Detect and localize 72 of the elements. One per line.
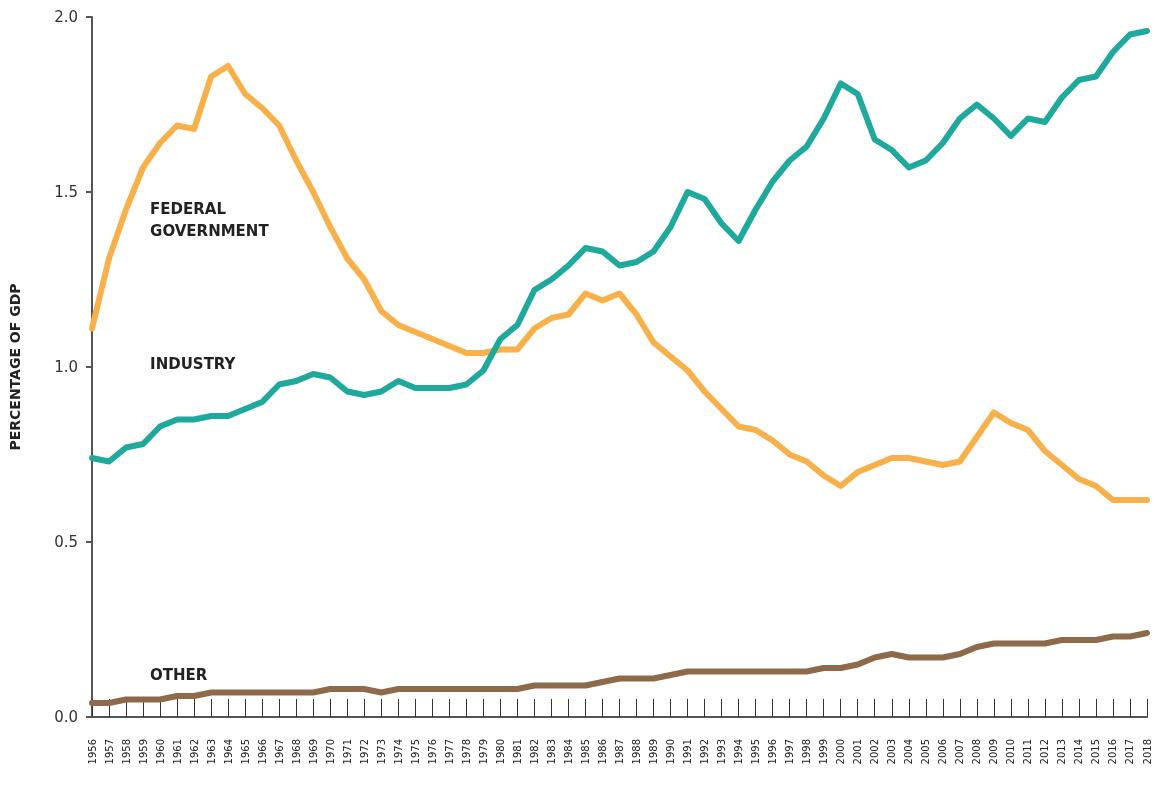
- x-tick-label: 2016: [1107, 739, 1119, 765]
- x-tick-label: 1998: [801, 739, 813, 765]
- x-tick-label: 2010: [1005, 739, 1017, 765]
- x-tick-label: 1985: [579, 739, 591, 765]
- x-tick-label: 2001: [852, 739, 864, 765]
- x-tick-label: 2003: [886, 739, 898, 765]
- x-tick-label: 1982: [528, 739, 540, 765]
- x-tick-label: 1969: [307, 739, 319, 765]
- x-tick-label: 1981: [511, 739, 523, 765]
- x-tick-label: 2018: [1141, 739, 1153, 765]
- x-tick-label: 2012: [1039, 739, 1051, 765]
- x-tick-label: 1959: [137, 739, 149, 765]
- x-tick-label: 1987: [614, 739, 625, 765]
- x-tick-label: 1983: [545, 739, 557, 765]
- x-tick-label: 2008: [971, 739, 983, 765]
- x-tick-label: 2009: [988, 739, 1000, 765]
- x-tick-label: 1964: [222, 739, 234, 765]
- x-tick-label: 2014: [1073, 739, 1085, 765]
- x-tick-label: 1966: [256, 739, 268, 765]
- x-tick-label: 2000: [835, 739, 847, 765]
- y-tick-label: 0.5: [54, 533, 78, 551]
- x-tick-label: 1965: [239, 739, 251, 765]
- x-tick-label: 1960: [154, 739, 166, 765]
- x-tick-label: 1992: [699, 739, 711, 765]
- x-tick-label: 1975: [409, 739, 421, 765]
- y-tick-label: 1.0: [54, 358, 78, 376]
- x-tick-label: 1999: [818, 739, 830, 765]
- x-tick-label: 1962: [188, 739, 200, 765]
- text: INDUSTRY: [150, 354, 237, 373]
- x-tick-label: 2004: [903, 739, 915, 765]
- y-axis-title: PERCENTAGE OF GDP: [7, 283, 23, 451]
- x-tick-label: 1970: [324, 739, 336, 765]
- x-tick-label: 1980: [494, 739, 506, 765]
- x-tick-label: 2002: [869, 739, 881, 765]
- series-label: FEDERAL GOVERNMENT: [150, 200, 270, 240]
- x-tick-label: 1997: [784, 739, 796, 765]
- x-tick-label: 1967: [273, 739, 285, 765]
- x-tick-label: 2013: [1056, 739, 1068, 765]
- x-tick-label: 1973: [375, 739, 387, 765]
- x-tick-label: 1991: [682, 739, 694, 765]
- x-tick-label: 2007: [954, 739, 966, 765]
- x-tick-label: 1994: [733, 739, 745, 765]
- y-tick-label: 0.0: [54, 708, 78, 726]
- x-tick-label: 1958: [120, 739, 132, 765]
- x-tick-label: 1963: [205, 739, 217, 765]
- x-tick-label: 1993: [716, 739, 728, 765]
- x-tick-label: 2005: [920, 739, 932, 765]
- x-tick-label: 1974: [392, 739, 404, 765]
- x-tick-label: 1957: [103, 739, 115, 765]
- series-label: OTHER: [150, 665, 208, 684]
- x-tick-label: 1986: [596, 739, 608, 765]
- x-tick-label: 1978: [460, 739, 472, 765]
- x-tick-label: 1995: [750, 739, 762, 765]
- x-tick-label: 2006: [937, 739, 949, 765]
- x-tick-label: 1971: [341, 739, 353, 765]
- x-tick-label: 1990: [665, 739, 677, 765]
- x-tick-label: 2017: [1124, 739, 1136, 765]
- x-tick-label: 1996: [767, 739, 779, 765]
- x-tick-label: 1988: [631, 739, 643, 765]
- y-tick-label: 2.0: [54, 8, 78, 26]
- x-tick-label: 2015: [1090, 739, 1102, 765]
- x-tick-label: 1976: [426, 739, 438, 765]
- x-tick-label: 2011: [1022, 739, 1034, 765]
- y-tick-label: 1.5: [54, 183, 78, 201]
- x-tick-label: 1956: [86, 739, 98, 765]
- x-tick-label: 1968: [290, 739, 302, 765]
- x-tick-label: 1984: [562, 739, 574, 765]
- x-tick-label: 1989: [648, 739, 660, 765]
- x-tick-label: 1972: [358, 739, 370, 765]
- x-tick-label: 1979: [477, 739, 489, 765]
- x-tick-label: 1977: [443, 739, 455, 765]
- x-tick-label: 1961: [171, 739, 183, 765]
